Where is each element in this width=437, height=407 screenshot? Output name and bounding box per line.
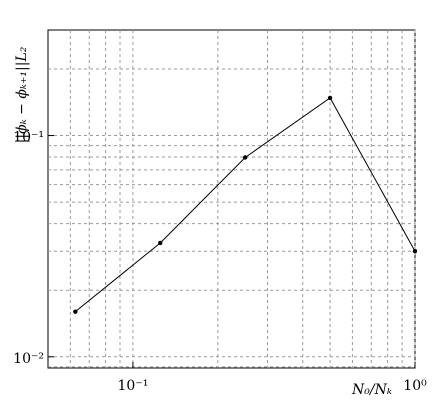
data-point [158, 240, 163, 246]
y-tick-label: 10⁻¹ [13, 130, 44, 146]
data-point [242, 155, 248, 160]
y-tick-label: 10⁻² [13, 351, 44, 367]
x-axis-label: N₀/Nₖ [351, 382, 392, 398]
data-point [327, 95, 333, 101]
plot-frame [47, 29, 416, 369]
y-axis-label: ||ϕₖ − ϕₖ₊₁||L₂ [14, 46, 30, 143]
x-tick-label: 10⁻¹ [118, 378, 149, 394]
data-point [412, 249, 418, 254]
x-tick-label: 10⁰ [403, 378, 427, 394]
data-line [75, 97, 416, 313]
data-point [73, 309, 78, 314]
